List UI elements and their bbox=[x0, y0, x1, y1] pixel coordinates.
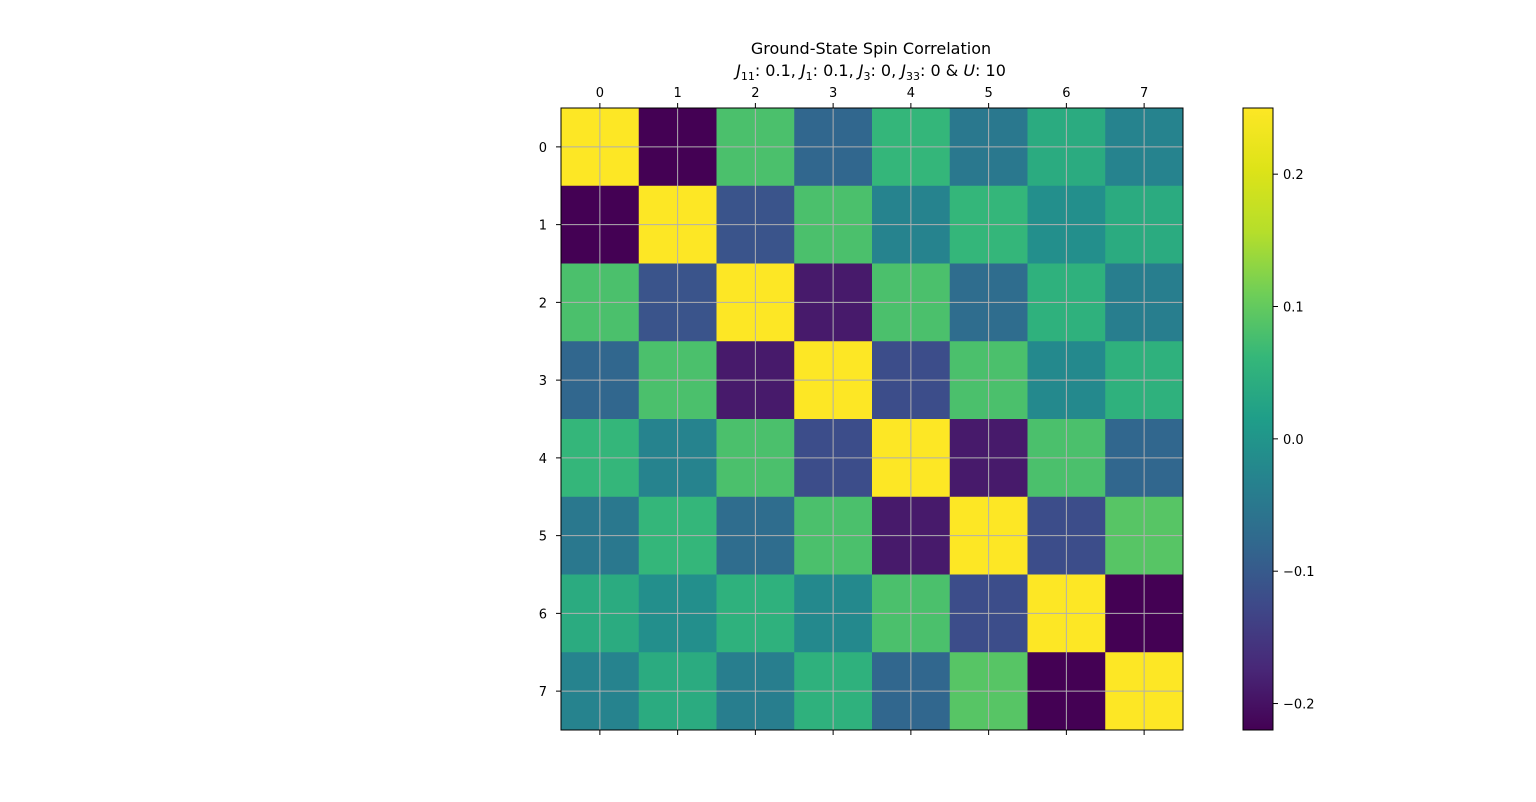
subtitle-part: : 0, bbox=[870, 61, 901, 80]
y-tick-label: 6 bbox=[539, 607, 547, 622]
x-tick-label: 0 bbox=[596, 86, 604, 101]
colorbar bbox=[1242, 107, 1274, 731]
colorbar-tick-label: 0.2 bbox=[1283, 168, 1304, 183]
subtitle-part: : 0 & bbox=[920, 61, 963, 80]
subtitle-part: : 0.1, bbox=[755, 61, 801, 80]
y-tick-label: 2 bbox=[539, 296, 547, 311]
heatmap bbox=[561, 108, 1184, 731]
x-tick-label: 4 bbox=[907, 86, 915, 101]
x-tick-label: 3 bbox=[829, 86, 837, 101]
chart-subtitle: J11: 0.1, J1: 0.1, J3: 0, J33: 0 & U: 10 bbox=[733, 61, 1006, 83]
subtitle-part: : 0.1, bbox=[813, 61, 859, 80]
grid-lines bbox=[561, 108, 1183, 730]
colorbar-tick-label: 0.1 bbox=[1283, 301, 1304, 316]
y-tick-label: 0 bbox=[539, 141, 547, 156]
y-tick-label: 7 bbox=[539, 685, 547, 700]
y-tick-label: 4 bbox=[539, 452, 547, 467]
subtitle-part: J bbox=[856, 61, 864, 80]
subtitle-part: J bbox=[733, 61, 741, 80]
colorbar-ticks: 0.2 0.1 0.0 −0.1 −0.2 bbox=[1273, 168, 1315, 713]
colorbar-tick-label: −0.1 bbox=[1283, 565, 1315, 580]
subtitle-part: U bbox=[963, 61, 975, 80]
y-tick-label: 1 bbox=[539, 219, 547, 234]
subtitle-part: 33 bbox=[906, 70, 920, 83]
subtitle-part: J bbox=[798, 61, 806, 80]
subtitle-part: : 10 bbox=[975, 61, 1006, 80]
subtitle-part: 1 bbox=[806, 70, 813, 83]
subtitle-part: 11 bbox=[741, 70, 755, 83]
axes-frame bbox=[560, 107, 1184, 731]
chart-title: Ground-State Spin Correlation bbox=[751, 39, 991, 58]
y-tick-label: 5 bbox=[539, 530, 547, 545]
y-axis-ticks: 0 1 2 3 4 5 6 7 bbox=[539, 141, 561, 700]
x-axis-ticks: 0 1 2 3 4 5 6 7 bbox=[596, 86, 1148, 735]
subtitle-part: 3 bbox=[863, 70, 870, 83]
colorbar-tick-label: −0.2 bbox=[1283, 698, 1315, 713]
x-tick-label: 7 bbox=[1140, 86, 1148, 101]
x-tick-label: 1 bbox=[673, 86, 681, 101]
x-tick-label: 2 bbox=[751, 86, 759, 101]
x-tick-label: 6 bbox=[1062, 86, 1070, 101]
subtitle-part: J bbox=[898, 61, 906, 80]
x-tick-label: 5 bbox=[984, 86, 992, 101]
colorbar-tick-label: 0.0 bbox=[1283, 433, 1304, 448]
y-tick-label: 3 bbox=[539, 374, 547, 389]
